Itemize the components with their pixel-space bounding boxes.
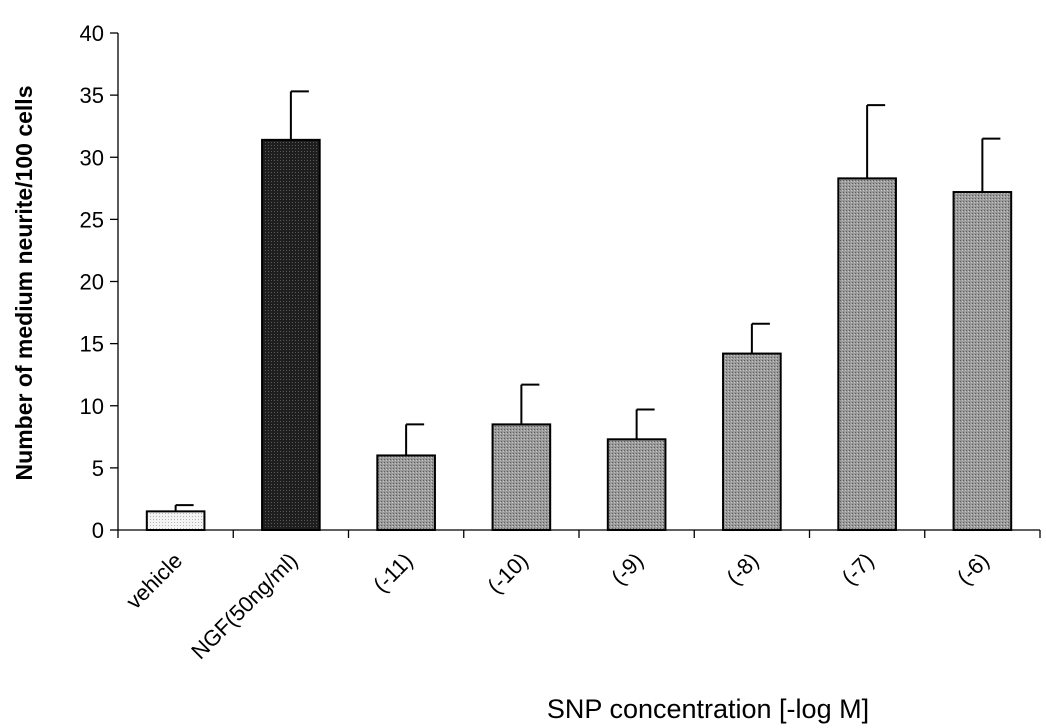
y-tick-label: 25: [80, 207, 104, 232]
bar: [952, 191, 1013, 531]
x-tick-label: (-6): [952, 548, 994, 590]
y-tick-label: 15: [80, 332, 104, 357]
plot-area: 0 5 10 15 20 25 30 35 40 vehicle NGF(50ng/ml) (-11)…: [80, 21, 1041, 664]
bar: [837, 177, 897, 531]
bar: [376, 454, 436, 532]
bar: [722, 352, 782, 531]
x-tick-label: (-7): [837, 548, 879, 590]
x-axis-label: SNP concentration [-log M]: [547, 694, 869, 724]
bar: [145, 510, 206, 531]
bar: [261, 138, 321, 531]
bar: [606, 438, 667, 531]
y-axis-label: Number of medium neurite/100 cells: [11, 86, 37, 481]
x-tick-label: (-10): [482, 548, 533, 599]
bar: [491, 423, 552, 532]
x-tick-label: (-8): [722, 548, 764, 590]
y-tick-label: 20: [80, 270, 104, 295]
y-tick-label: 35: [80, 83, 104, 108]
y-tick-label: 30: [80, 145, 104, 170]
x-tick-label: (-9): [606, 548, 648, 590]
x-tick-label: NGF(50ng/ml): [186, 548, 302, 664]
x-tick-label: (-11): [368, 548, 417, 597]
y-tick-label: 0: [92, 518, 104, 543]
x-tick-label: vehicle: [121, 548, 187, 614]
y-tick-label: 5: [92, 456, 104, 481]
y-tick-label: 40: [80, 21, 104, 46]
y-tick-label: 10: [80, 394, 104, 419]
